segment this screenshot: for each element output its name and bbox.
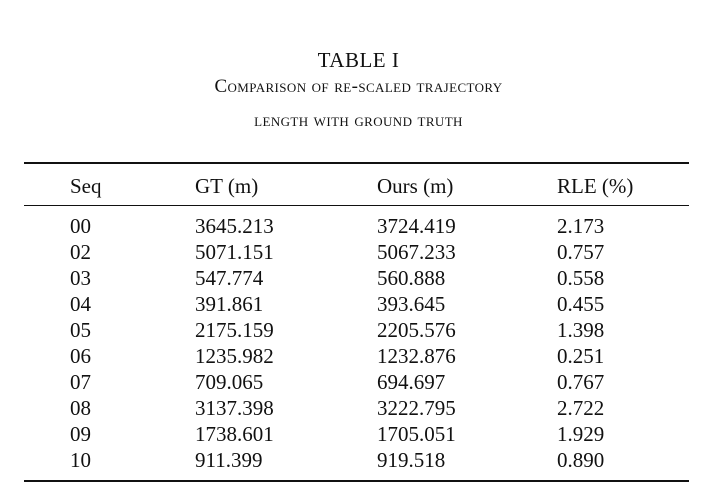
row-ours-cell: 3222.795: [377, 396, 456, 420]
row-rle-cell: 1.398: [557, 318, 605, 342]
row-seq-cell: 09: [70, 422, 91, 446]
row-rle-cell: 1.929: [557, 422, 605, 446]
row-rle-cell: 0.251: [557, 344, 605, 368]
row-ours-cell: 393.645: [377, 292, 446, 316]
row-seq-cell: 08: [70, 396, 91, 420]
header-gt: GT (m): [195, 174, 259, 198]
row-ours-cell: 1705.051: [377, 422, 456, 446]
row-gt-cell: 1738.601: [195, 422, 274, 446]
row-gt-cell: 2175.159: [195, 318, 274, 342]
row-seq-cell: 00: [70, 214, 91, 238]
row-rle-cell: 0.558: [557, 266, 605, 290]
header-ours: Ours (m): [377, 174, 454, 198]
row-ours-cell: 919.518: [377, 448, 446, 472]
row-gt-cell: 3137.398: [195, 396, 274, 420]
table-caption-title: TABLE I: [317, 48, 400, 72]
row-ours-cell: 694.697: [377, 370, 446, 394]
row-gt-cell: 911.399: [195, 448, 263, 472]
table-caption-line-1: Comparison of re-scaled trajectory: [214, 76, 503, 97]
row-seq-cell: 06: [70, 344, 91, 368]
row-seq-cell: 10: [70, 448, 91, 472]
row-rle-cell: 0.767: [557, 370, 605, 394]
table-top-rule: [24, 162, 689, 164]
row-ours-cell: 2205.576: [377, 318, 456, 342]
row-ours-cell: 560.888: [377, 266, 446, 290]
row-ours-cell: 3724.419: [377, 214, 456, 238]
row-rle-cell: 0.455: [557, 292, 605, 316]
row-rle-cell: 2.173: [557, 214, 605, 238]
row-gt-cell: 1235.982: [195, 344, 274, 368]
row-seq-cell: 03: [70, 266, 91, 290]
row-seq-cell: 04: [70, 292, 91, 316]
table-caption-line-2: length with ground truth: [254, 110, 463, 131]
row-seq-cell: 05: [70, 318, 91, 342]
header-seq: Seq: [70, 174, 102, 198]
row-rle-cell: 2.722: [557, 396, 605, 420]
row-seq-cell: 07: [70, 370, 91, 394]
row-gt-cell: 547.774: [195, 266, 264, 290]
row-rle-cell: 0.757: [557, 240, 605, 264]
row-ours-cell: 5067.233: [377, 240, 456, 264]
row-gt-cell: 3645.213: [195, 214, 274, 238]
table-bottom-rule: [24, 480, 689, 482]
table-header-rule: [24, 205, 689, 206]
row-ours-cell: 1232.876: [377, 344, 456, 368]
row-seq-cell: 02: [70, 240, 91, 264]
row-gt-cell: 5071.151: [195, 240, 274, 264]
header-rle: RLE (%): [557, 174, 634, 198]
row-gt-cell: 391.861: [195, 292, 264, 316]
row-rle-cell: 0.890: [557, 448, 605, 472]
row-gt-cell: 709.065: [195, 370, 264, 394]
